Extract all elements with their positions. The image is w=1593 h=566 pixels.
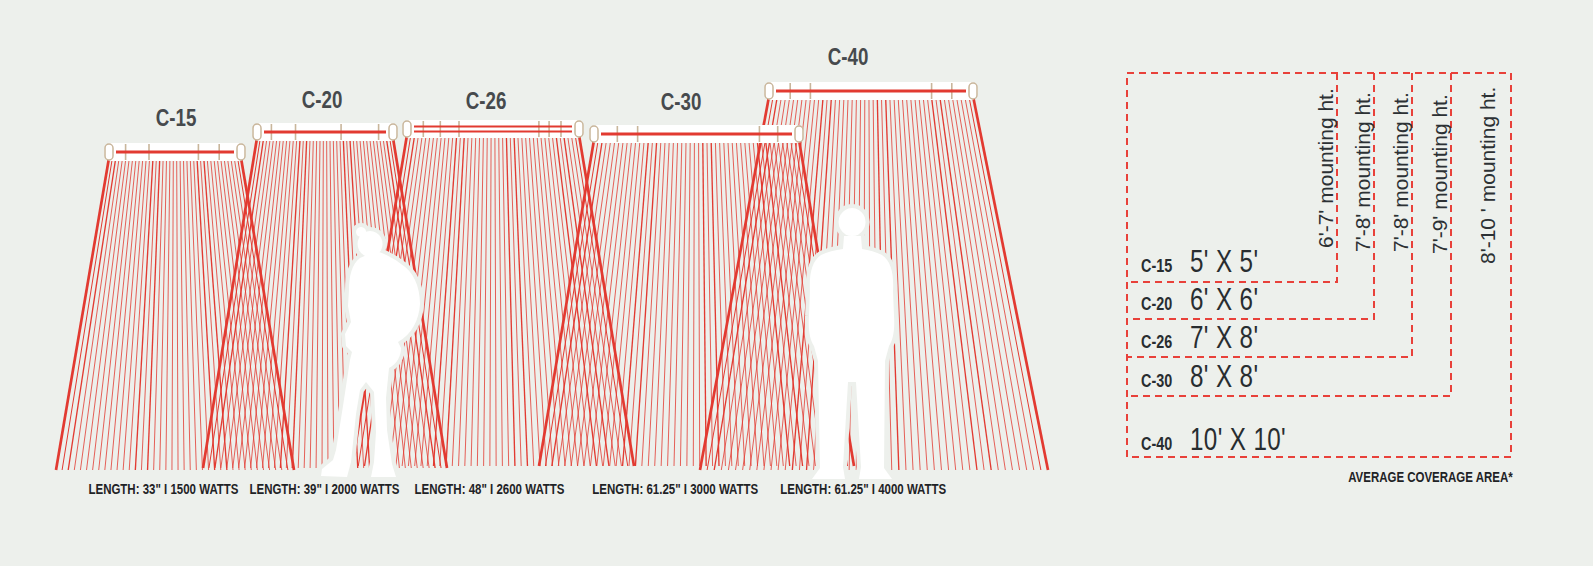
- coverage-row: C-15 5' X 5': [1141, 246, 1278, 277]
- coverage-area: 7' X 8': [1190, 322, 1258, 353]
- unit-spec: LENGTH: 61.25" I 4000 WATTS: [743, 481, 983, 497]
- mounting-height-label: 7'-9' mounting ht.: [1428, 94, 1452, 254]
- coverage-area: 5' X 5': [1190, 246, 1258, 277]
- mounting-height-label: 8'-10 ' mounting ht.: [1476, 87, 1500, 264]
- coverage-row: C-20 6' X 6': [1141, 284, 1278, 315]
- unit-title: C-15: [106, 104, 246, 132]
- mounting-height-label: 6'-7' mounting ht.: [1314, 88, 1338, 248]
- coverage-row: C-40 10' X 10': [1141, 424, 1313, 455]
- coverage-row: C-30 8' X 8': [1141, 361, 1278, 392]
- coverage-area: 10' X 10': [1190, 424, 1286, 455]
- unit-title: C-20: [252, 86, 392, 114]
- coverage-footnote: AVERAGE COVERAGE AREA*: [1273, 469, 1513, 485]
- coverage-model: C-26: [1141, 333, 1172, 351]
- mounting-height-label: 7'-8' mounting ht.: [1351, 92, 1375, 252]
- coverage-row: C-26 7' X 8': [1141, 322, 1278, 353]
- coverage-area: 8' X 8': [1190, 361, 1258, 392]
- unit-title: C-40: [778, 43, 918, 71]
- coverage-model: C-15: [1141, 257, 1172, 275]
- coverage-area: 6' X 6': [1190, 284, 1258, 315]
- mounting-height-label: 7'-8' mounting ht.: [1389, 92, 1413, 252]
- unit-title: C-26: [416, 87, 556, 115]
- unit-title: C-30: [611, 88, 751, 116]
- coverage-model: C-30: [1141, 372, 1172, 390]
- coverage-model: C-40: [1141, 435, 1172, 453]
- infrared-heater-coverage-infographic: C-15 C-20 C-26 C-30 C-40 LENGTH: 33" I 1…: [0, 0, 1593, 566]
- coverage-model: C-20: [1141, 295, 1172, 313]
